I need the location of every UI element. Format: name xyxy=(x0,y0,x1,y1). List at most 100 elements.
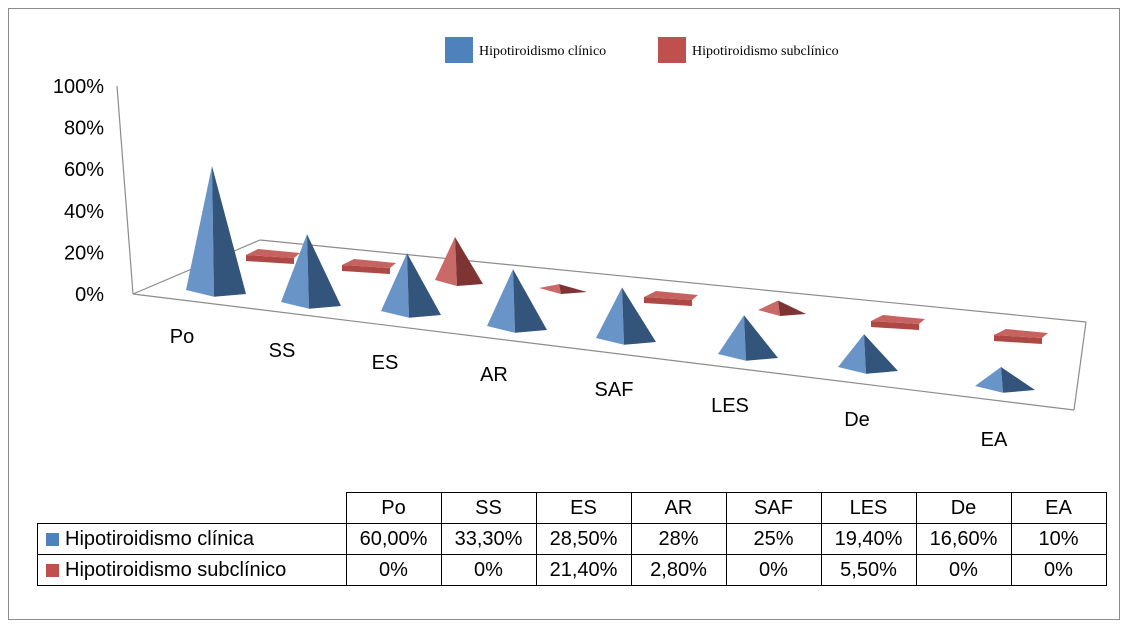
series1-pyramid xyxy=(186,166,246,297)
series2-pyramid xyxy=(644,291,698,306)
table-header-ss: SS xyxy=(440,492,537,524)
pyramid-face-left xyxy=(487,269,515,333)
table-corner-cell xyxy=(37,492,347,524)
table-cell: 28% xyxy=(630,523,727,555)
pyramid-face-right xyxy=(559,284,587,294)
slab-top xyxy=(871,315,925,324)
slab-top xyxy=(994,329,1048,338)
pyramid-face-right xyxy=(1001,367,1035,393)
pyramid-face-left xyxy=(381,253,409,318)
legend-label-1: Hipotiroidismo clínico xyxy=(479,44,606,59)
y-tick-label: 20% xyxy=(64,242,104,264)
table-row-subclinico: Hipotiroidismo subclínico 0% 0% 21,40% 2… xyxy=(37,554,1107,586)
table-row-label-text: Hipotiroidismo clínica xyxy=(65,527,254,550)
floor-front-edge xyxy=(132,293,1075,411)
series2-pyramid xyxy=(539,284,587,294)
y-tick-label: 60% xyxy=(64,159,104,181)
y-axis-line xyxy=(116,85,134,295)
series1-pyramid xyxy=(838,334,898,374)
table-row-label: Hipotiroidismo clínica xyxy=(37,523,347,555)
floor-back-edge xyxy=(259,239,1087,323)
slab-top xyxy=(342,259,396,268)
x-category-label: AR xyxy=(480,364,508,386)
pyramid-face-right xyxy=(307,234,341,309)
table-cell: 28,50% xyxy=(535,523,632,555)
y-tick-label: 80% xyxy=(64,118,104,140)
y-tick-label: 40% xyxy=(64,201,104,223)
x-category-label: ES xyxy=(372,352,399,374)
x-category-label: SAF xyxy=(595,379,634,401)
series1-pyramid xyxy=(487,269,547,333)
pyramid-face-left xyxy=(539,284,561,294)
chart-marks xyxy=(186,166,1048,393)
slab-top xyxy=(246,249,300,258)
series2-swatch xyxy=(46,563,59,577)
data-table: Po SS ES AR SAF LES De EA Hipotiroidismo… xyxy=(37,492,1107,586)
y-tick-label: 100% xyxy=(53,76,104,98)
table-row-label-text: Hipotiroidismo subclínico xyxy=(65,558,287,581)
series1-pyramid xyxy=(281,234,341,309)
series1-pyramid xyxy=(718,315,778,361)
table-cell: 2,80% xyxy=(630,554,727,586)
table-cell: 0% xyxy=(345,554,442,586)
series1-pyramid xyxy=(381,253,441,318)
table-header-de: De xyxy=(915,492,1012,524)
table-header-ar: AR xyxy=(630,492,727,524)
pyramid-face-right xyxy=(744,315,778,361)
table-cell: 0% xyxy=(725,554,822,586)
pyramid-face-left xyxy=(435,237,457,286)
pyramid-face-left xyxy=(281,234,309,309)
pyramid-face-left xyxy=(596,287,624,345)
table-header-les: LES xyxy=(820,492,917,524)
pyramid-chart: 0% 20% 40% 60% 80% 100% Po SS ES AR SAF LES De EA Hip… xyxy=(53,37,1087,451)
pyramid-face-left xyxy=(838,334,866,374)
table-cell: 0% xyxy=(915,554,1012,586)
legend-label-2: Hipotiroidismo subclínico xyxy=(692,44,839,59)
chart-frame xyxy=(8,8,1120,620)
pyramid-face-left xyxy=(186,166,214,297)
table-header-es: ES xyxy=(535,492,632,524)
legend-swatch-2 xyxy=(658,37,686,63)
pyramid-face-right xyxy=(212,166,246,297)
table-cell: 0% xyxy=(1010,554,1107,586)
table-cell: 33,30% xyxy=(440,523,537,555)
pyramid-face-right xyxy=(622,287,656,345)
pyramid-face-right xyxy=(778,300,806,316)
floor-right-edge xyxy=(1073,321,1087,411)
chart-legend: Hipotiroidismo clínico Hipotiroidismo sub… xyxy=(445,37,839,63)
pyramid-face-left xyxy=(758,300,780,316)
x-category-label: EA xyxy=(981,429,1008,451)
x-category-label: Po xyxy=(170,326,194,348)
pyramid-face-right xyxy=(864,334,898,374)
table-cell: 5,50% xyxy=(820,554,917,586)
table-cell: 16,60% xyxy=(915,523,1012,555)
chart-axes: 0% 20% 40% 60% 80% 100% Po SS ES AR SAF LES De EA xyxy=(53,76,1087,451)
pyramid-face-right xyxy=(513,269,547,333)
series1-pyramid xyxy=(975,367,1035,393)
table-header-ea: EA xyxy=(1010,492,1107,524)
table-cell: 10% xyxy=(1010,523,1107,555)
pyramid-face-left xyxy=(718,315,746,361)
table-header-po: Po xyxy=(345,492,442,524)
series2-pyramid xyxy=(994,329,1048,344)
series2-pyramid xyxy=(435,237,483,286)
series1-swatch xyxy=(46,532,59,546)
series2-pyramid xyxy=(246,249,300,264)
series1-pyramid xyxy=(596,287,656,345)
table-cell: 25% xyxy=(725,523,822,555)
pyramid-face-left xyxy=(975,367,1003,393)
slab-top xyxy=(644,291,698,300)
series2-pyramid xyxy=(342,259,396,274)
table-cell: 60,00% xyxy=(345,523,442,555)
x-category-label: LES xyxy=(711,395,749,417)
legend-swatch-1 xyxy=(445,37,473,63)
pyramid-face-right xyxy=(407,253,441,318)
table-cell: 0% xyxy=(440,554,537,586)
table-cell: 19,40% xyxy=(820,523,917,555)
series2-pyramid xyxy=(758,300,806,316)
table-row-clinico: Hipotiroidismo clínica 60,00% 33,30% 28,… xyxy=(37,523,1107,555)
series2-pyramid xyxy=(871,315,925,330)
y-tick-label: 0% xyxy=(75,284,104,306)
x-category-label: SS xyxy=(269,340,296,362)
pyramid-face-right xyxy=(455,237,483,286)
